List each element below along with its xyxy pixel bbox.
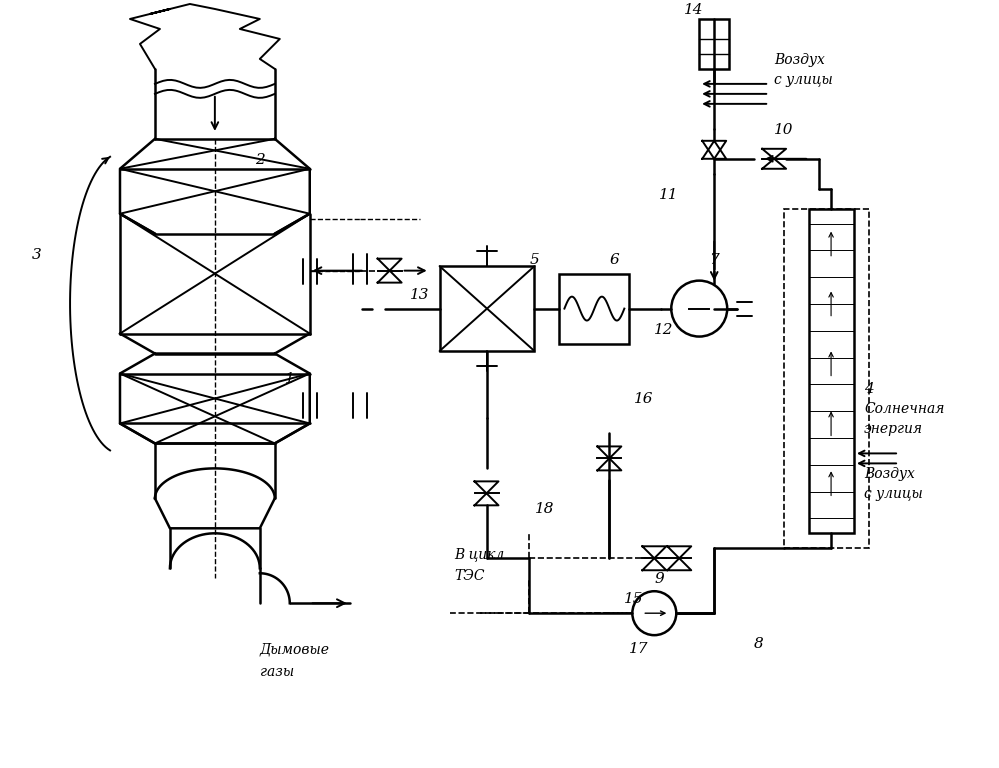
Text: 17: 17 <box>629 642 648 656</box>
Text: 7: 7 <box>709 253 719 266</box>
Text: 18: 18 <box>534 502 554 516</box>
Bar <box>699 19 729 69</box>
Text: 15: 15 <box>624 592 643 606</box>
Text: 8: 8 <box>754 637 764 651</box>
Text: 2: 2 <box>255 153 265 167</box>
Text: 12: 12 <box>654 323 673 336</box>
Text: энергия: энергия <box>864 422 923 436</box>
Text: Солнечная: Солнечная <box>864 402 944 416</box>
Bar <box>440 266 534 351</box>
Text: В цикл: В цикл <box>455 548 504 561</box>
Text: 1: 1 <box>285 372 295 386</box>
Text: 6: 6 <box>609 253 619 266</box>
Text: 14: 14 <box>684 3 703 17</box>
Text: ТЭС: ТЭС <box>455 569 486 583</box>
Text: 13: 13 <box>410 287 430 302</box>
Text: 11: 11 <box>659 187 678 202</box>
Text: 9: 9 <box>654 572 664 586</box>
Text: с улицы: с улицы <box>864 488 923 502</box>
Text: Дымовые: Дымовые <box>260 642 330 656</box>
Bar <box>784 209 869 548</box>
Text: газы: газы <box>260 665 294 679</box>
Text: 3: 3 <box>32 247 42 262</box>
Text: с улицы: с улицы <box>774 73 833 87</box>
Text: Воздух: Воздух <box>774 53 825 67</box>
Bar <box>809 209 854 533</box>
Text: Воздух: Воздух <box>864 468 915 482</box>
Bar <box>559 273 629 343</box>
Text: 5: 5 <box>529 253 539 266</box>
Text: 4: 4 <box>864 382 874 396</box>
Text: 10: 10 <box>774 123 793 137</box>
Text: 16: 16 <box>634 392 653 406</box>
